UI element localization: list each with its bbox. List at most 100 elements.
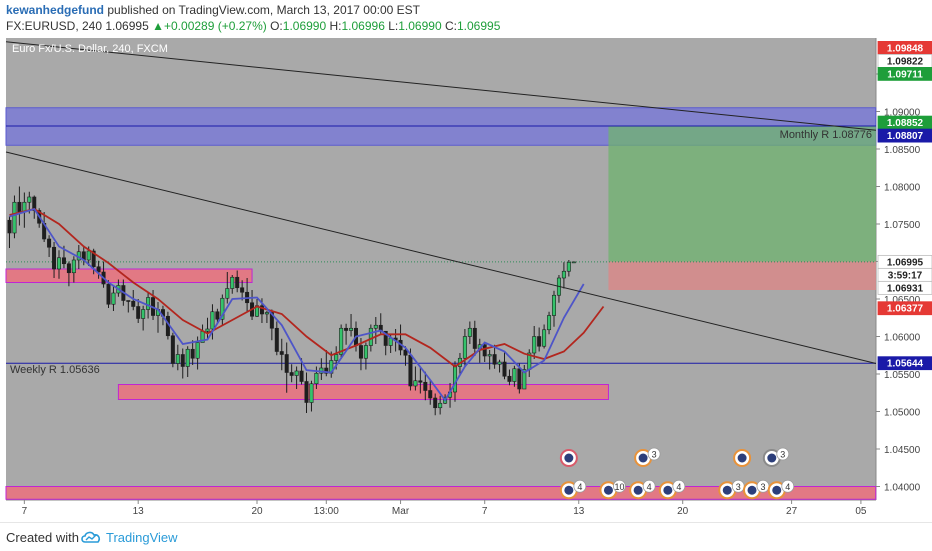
time-axis: [0, 500, 876, 520]
candle-body: [349, 327, 354, 331]
candle-body: [324, 367, 329, 374]
candle-body: [472, 327, 477, 349]
sma-slow-line: [9, 208, 605, 368]
price-tag-label: 3:59:17: [888, 270, 923, 281]
sma-fast-line: [9, 207, 585, 402]
y-tick-label: 1.08000: [884, 183, 921, 194]
candle-body: [126, 300, 131, 302]
candle-body: [571, 261, 576, 264]
event-count-badge: [672, 479, 686, 493]
chart-container[interactable]: Monthly R 1.08776 Weekly R 1.05636 3 4 10 4 4 3…: [0, 36, 932, 520]
event-flag-icon-inner: [767, 453, 777, 463]
candle-body: [309, 383, 314, 403]
event-flag-icon-inner: [564, 453, 574, 463]
created-with-text: Created with: [6, 530, 79, 545]
ohlc-line: FX:EURUSD, 240 1.06995 ▲+0.00289 (+0.27%…: [6, 19, 500, 33]
y-tick-label: 1.04500: [884, 445, 921, 456]
high-label: H:: [329, 19, 342, 33]
price-tag: [877, 66, 932, 81]
candle-body: [408, 354, 413, 387]
event-count-badge: [642, 479, 656, 493]
y-tick-label: 1.04000: [884, 483, 921, 494]
y-tick-label: 1.06000: [884, 333, 921, 344]
tradingview-brand: TradingView: [106, 529, 178, 545]
y-tick-label: 1.09000: [884, 108, 921, 119]
y-tick-label: 1.06500: [884, 295, 921, 306]
price-tag-label: 1.06931: [887, 283, 924, 294]
candle-body: [170, 335, 175, 364]
candle-body: [230, 276, 235, 289]
candle-body: [274, 327, 279, 352]
candle-body: [215, 311, 220, 320]
candle-body: [547, 315, 552, 331]
candle-body: [175, 354, 180, 364]
candle-body: [368, 327, 373, 346]
candle-body: [418, 380, 423, 383]
candle-body: [363, 345, 368, 359]
price-tag-label: 1.05644: [887, 359, 924, 370]
price-tag-label: 1.08852: [887, 118, 924, 129]
candle-body: [289, 372, 294, 376]
x-tick-label: 13: [573, 506, 585, 517]
candle-body: [17, 201, 22, 213]
candle-body: [403, 349, 408, 356]
level-label-1: Weekly R 1.05636: [10, 364, 100, 376]
event-count-text: 4: [577, 482, 582, 492]
event-count-text: 3: [652, 450, 657, 460]
zone-demand-1: [5, 268, 253, 283]
event-flag-icon-inner: [772, 485, 782, 495]
candle-body: [61, 257, 66, 265]
x-tick-label: 27: [786, 506, 798, 517]
candle-body: [91, 250, 96, 268]
candle-body: [413, 380, 418, 387]
candle-body: [566, 261, 571, 272]
candle-body: [467, 327, 472, 337]
tradingview-link[interactable]: TradingView: [80, 527, 178, 547]
price-tag: [877, 280, 932, 295]
trendline-0: [5, 41, 877, 131]
event-flag-icon-inner: [663, 485, 673, 495]
event-flag-icon-inner: [638, 453, 648, 463]
tradingview-cloud-icon: [81, 531, 101, 543]
author-name[interactable]: kewanhedgefund: [6, 3, 105, 17]
candle-body: [106, 283, 111, 305]
candle-body: [141, 309, 146, 319]
low-value: 1.06990: [398, 19, 442, 33]
y-tick-label: 1.08500: [884, 145, 921, 156]
high-value: 1.06996: [341, 19, 385, 33]
event-count-badge: [776, 447, 790, 461]
zone-demand-3: [5, 486, 877, 500]
candle-body: [383, 330, 388, 346]
candle-body: [279, 351, 284, 355]
x-tick-label: 05: [855, 506, 867, 517]
candlestick-chart[interactable]: Monthly R 1.08776 Weekly R 1.05636 3 4 10 4 4 3…: [0, 36, 932, 520]
candle-body: [423, 381, 428, 391]
candle-body: [136, 306, 141, 319]
price-tag-label: 1.08807: [887, 131, 924, 142]
price-tag-label: 1.06377: [887, 304, 924, 315]
close-label: C:: [444, 19, 457, 33]
low-label: L:: [388, 19, 399, 33]
open-label: O:: [270, 19, 283, 33]
open-value: 1.06990: [282, 19, 327, 33]
candle-body: [12, 201, 17, 234]
price-tag: [877, 128, 932, 143]
candle-body: [462, 336, 467, 359]
price-tag-label: 1.09711: [887, 69, 923, 80]
candle-body: [225, 288, 230, 299]
candle-body: [27, 196, 32, 203]
candle-body: [512, 368, 517, 382]
close-value: 1.06995: [456, 19, 501, 33]
price-tag-label: 1.09848: [887, 43, 924, 54]
candle-body: [47, 238, 52, 248]
candle-body: [7, 219, 12, 234]
event-count-text: 4: [676, 482, 681, 492]
price-tag: [877, 356, 932, 371]
price-tag-label: 1.06995: [887, 257, 924, 268]
level-label-0: Monthly R 1.08776: [780, 129, 872, 141]
x-tick-label: 7: [22, 506, 28, 517]
candle-body: [487, 354, 492, 357]
candle-body: [96, 266, 101, 273]
event-count-text: 4: [785, 482, 790, 492]
event-count-text: 3: [780, 450, 785, 460]
